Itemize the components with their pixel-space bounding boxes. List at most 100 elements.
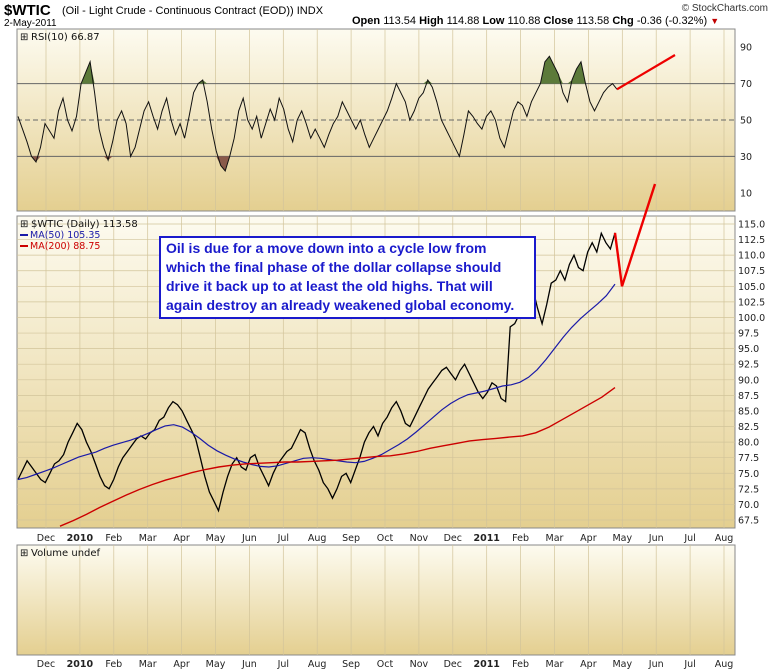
price-y-tick-label: 102.5: [738, 297, 765, 308]
rsi-y-tick-label: 50: [740, 116, 752, 127]
rsi-projection-line: [616, 54, 676, 91]
volume-x-tick-label: Jun: [241, 659, 257, 670]
price-y-tick-label: 115.0: [738, 220, 765, 231]
volume-x-tick-label: Mar: [139, 659, 157, 670]
price-x-tick-label: Oct: [377, 533, 394, 544]
symbol-label: $WTIC: [4, 2, 51, 19]
price-y-tick-label: 67.5: [738, 516, 759, 527]
price-title: $WTIC (Daily) 113.58: [31, 219, 138, 230]
chart-date: 2-May-2011: [4, 18, 57, 29]
high-label: High: [419, 15, 444, 27]
instrument-description: (Oil - Light Crude - Continuous Contract…: [62, 5, 294, 17]
close-label: Close: [543, 15, 574, 27]
ma50-line: [17, 283, 616, 481]
volume-x-tick-label: Jul: [277, 659, 289, 670]
price-y-tick-label: 105.0: [738, 282, 765, 293]
rsi-y-tick-label: 30: [740, 152, 752, 163]
price-y-tick-label: 97.5: [738, 329, 759, 340]
price-x-tick-label: Dec: [37, 533, 55, 544]
price-x-tick-label: Apr: [580, 533, 597, 544]
rsi-title: RSI(10) 66.87: [31, 32, 100, 43]
volume-x-tick-label: May: [206, 659, 226, 670]
price-y-tick-label: 75.0: [738, 469, 759, 480]
low-label: Low: [482, 15, 505, 27]
price-y-tick-label: 77.5: [738, 453, 759, 464]
chg-value: -0.36 (-0.32%): [636, 15, 708, 27]
volume-x-tick-label: Dec: [444, 659, 462, 670]
price-x-tick-label: Dec: [444, 533, 462, 544]
price-y-tick-label: 110.0: [738, 251, 765, 262]
volume-x-tick-label: 2011: [473, 659, 499, 670]
price-y-tick-label: 90.0: [738, 375, 759, 386]
price-y-tick-label: 72.5: [738, 484, 759, 495]
volume-legend-icon: ⊞: [20, 548, 28, 559]
price-x-tick-label: May: [206, 533, 226, 544]
price-x-tick-label: Jun: [241, 533, 257, 544]
volume-x-tick-label: Mar: [546, 659, 564, 670]
volume-x-tick-label: Feb: [105, 659, 122, 670]
volume-x-tick-label: Nov: [410, 659, 429, 670]
volume-x-tick-label: May: [612, 659, 632, 670]
rsi-line: [17, 55, 618, 173]
price-y-tick-label: 112.5: [738, 235, 765, 246]
price-y-tick-label: 82.5: [738, 422, 759, 433]
price-x-tick-label: Nov: [410, 533, 429, 544]
ohlc-summary: Open 113.54 High 114.88 Low 110.88 Close…: [352, 15, 719, 27]
rsi-frame: [16, 28, 736, 212]
rsi-overbought-fill: [17, 56, 617, 84]
volume-x-tick-label: Feb: [512, 659, 529, 670]
close-value: 113.58: [576, 15, 610, 27]
price-x-tick-label: 2011: [473, 533, 499, 544]
volume-x-tick-label: 2010: [67, 659, 94, 670]
price-y-tick-label: 100.0: [738, 313, 765, 324]
price-y-tick-label: 85.0: [738, 406, 759, 417]
price-x-tick-label: 2010: [67, 533, 94, 544]
rsi-legend-icon: ⊞: [20, 32, 28, 43]
volume-x-tick-label: Dec: [37, 659, 55, 670]
price-x-tick-label: May: [612, 533, 632, 544]
price-x-tick-label: Feb: [105, 533, 122, 544]
price-x-tick-label: Mar: [139, 533, 157, 544]
price-x-tick-label: Mar: [546, 533, 564, 544]
exchange-label: INDX: [296, 5, 324, 17]
volume-x-tick-label: Aug: [308, 659, 327, 670]
volume-x-tick-label: Jun: [648, 659, 664, 670]
instrument-name: (Oil - Light Crude - Continuous Contract…: [62, 5, 323, 17]
rsi-y-tick-label: 70: [740, 79, 752, 90]
volume-x-tick-label: Apr: [580, 659, 597, 670]
price-y-tick-label: 87.5: [738, 391, 759, 402]
price-x-tick-label: Aug: [715, 533, 734, 544]
price-y-tick-label: 107.5: [738, 266, 765, 277]
price-projection-line: [613, 183, 657, 287]
source-credit: © StockCharts.com: [681, 3, 768, 14]
volume-title: Volume undef: [31, 548, 101, 559]
price-line: [17, 231, 616, 513]
price-y-tick-label: 92.5: [738, 360, 759, 371]
price-y-tick-label: 80.0: [738, 438, 759, 449]
down-arrow-icon: ▼: [710, 16, 720, 26]
chg-label: Chg: [612, 15, 634, 27]
low-value: 110.88: [507, 15, 541, 27]
price-x-tick-label: Jul: [683, 533, 695, 544]
ma200-legend-label: MA(200) 88.75: [30, 241, 100, 252]
high-value: 114.88: [446, 15, 480, 27]
price-x-tick-label: Jun: [648, 533, 664, 544]
annotation-note: Oil is due for a move down into a cycle …: [159, 236, 536, 319]
price-x-tick-label: Feb: [512, 533, 529, 544]
volume-x-tick-label: Aug: [715, 659, 734, 670]
volume-panel: ⊞ Volume undef Dec 2010 Feb Mar Apr May Jun Jul Au…: [16, 544, 736, 670]
price-x-tick-label: Sep: [342, 533, 360, 544]
price-legend-icon: ⊞: [20, 219, 28, 230]
rsi-y-tick-label: 10: [740, 188, 752, 199]
open-label: Open: [352, 15, 381, 27]
price-y-tick-label: 95.0: [738, 344, 759, 355]
price-y-tick-label: 70.0: [738, 500, 759, 511]
price-x-tick-label: Aug: [308, 533, 327, 544]
rsi-panel: 10 30 50 70 90 ⊞ RSI(10) 66.87: [16, 28, 752, 212]
price-x-tick-label: Apr: [173, 533, 190, 544]
open-value: 113.54: [383, 15, 417, 27]
price-x-tick-label: Jul: [277, 533, 289, 544]
ma200-line: [59, 387, 616, 527]
